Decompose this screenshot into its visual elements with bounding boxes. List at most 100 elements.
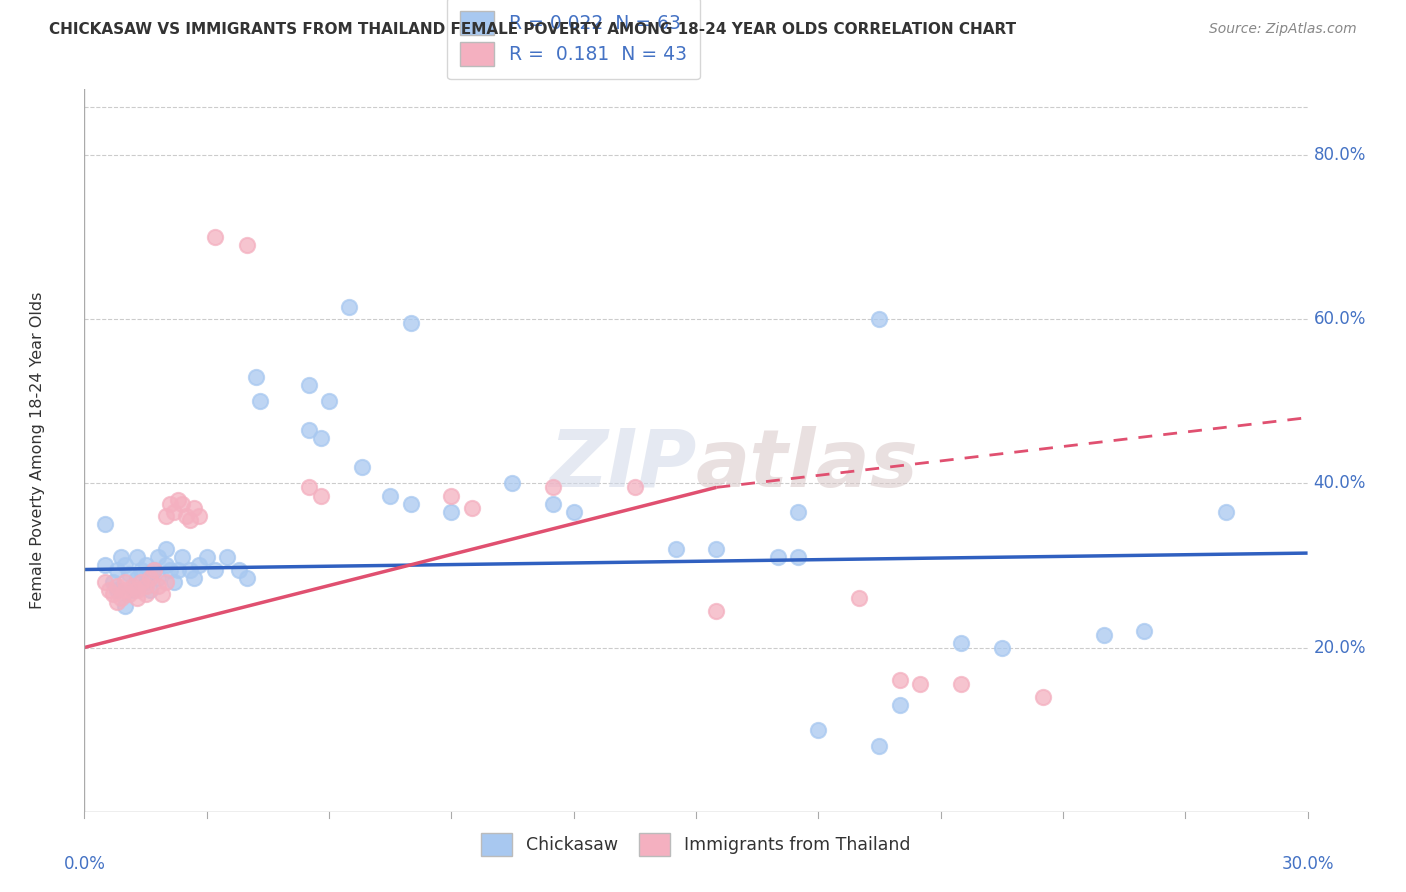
Point: [146, 571, 169, 585]
Point: [172, 497, 194, 511]
Point: [309, 489, 332, 503]
Point: [236, 571, 259, 585]
Point: [665, 541, 688, 556]
Point: [146, 550, 169, 565]
Point: [155, 509, 177, 524]
Point: [172, 550, 194, 565]
Point: [350, 459, 373, 474]
Point: [127, 571, 149, 585]
Point: [298, 480, 321, 494]
Text: Source: ZipAtlas.com: Source: ZipAtlas.com: [1209, 22, 1357, 37]
Point: [399, 316, 422, 330]
Text: 80.0%: 80.0%: [1313, 146, 1367, 164]
Point: [950, 636, 973, 650]
Point: [105, 582, 128, 597]
Point: [163, 505, 186, 519]
Point: [245, 369, 267, 384]
Point: [228, 562, 250, 576]
Point: [309, 431, 332, 445]
Point: [204, 230, 226, 244]
Point: [706, 603, 728, 617]
Point: [869, 312, 891, 326]
Text: CHICKASAW VS IMMIGRANTS FROM THAILAND FEMALE POVERTY AMONG 18-24 YEAR OLDS CORRE: CHICKASAW VS IMMIGRANTS FROM THAILAND FE…: [49, 22, 1017, 37]
Point: [195, 550, 218, 565]
Point: [204, 562, 226, 576]
Point: [122, 579, 145, 593]
Point: [127, 550, 149, 565]
Point: [93, 517, 115, 532]
Point: [159, 562, 181, 576]
Point: [114, 558, 136, 573]
Point: [543, 480, 565, 494]
Point: [624, 480, 647, 494]
Point: [93, 558, 115, 573]
Point: [167, 492, 190, 507]
Point: [135, 587, 157, 601]
Point: [298, 423, 321, 437]
Point: [183, 571, 205, 585]
Point: [122, 582, 145, 597]
Point: [1092, 628, 1115, 642]
Text: 20.0%: 20.0%: [1313, 639, 1367, 657]
Point: [118, 566, 141, 581]
Point: [146, 579, 169, 593]
Point: [150, 587, 173, 601]
Point: [187, 558, 209, 573]
Text: 30.0%: 30.0%: [1281, 855, 1334, 872]
Point: [138, 571, 160, 585]
Point: [562, 505, 585, 519]
Point: [543, 497, 565, 511]
Point: [142, 562, 165, 576]
Point: [1215, 505, 1237, 519]
Point: [889, 673, 911, 688]
Point: [1133, 624, 1156, 639]
Point: [249, 394, 271, 409]
Point: [991, 640, 1014, 655]
Point: [787, 505, 810, 519]
Point: [950, 677, 973, 691]
Point: [101, 574, 124, 589]
Text: 40.0%: 40.0%: [1313, 475, 1367, 492]
Point: [910, 677, 932, 691]
Point: [131, 574, 153, 589]
Point: [159, 497, 181, 511]
Point: [101, 587, 124, 601]
Point: [174, 509, 197, 524]
Point: [380, 489, 402, 503]
Point: [217, 550, 239, 565]
Point: [135, 579, 157, 593]
Text: 0.0%: 0.0%: [63, 855, 105, 872]
Point: [461, 500, 484, 515]
Point: [440, 505, 463, 519]
Point: [167, 562, 190, 576]
Point: [807, 723, 830, 737]
Point: [236, 238, 259, 252]
Point: [138, 582, 160, 597]
Point: [889, 698, 911, 712]
Point: [155, 541, 177, 556]
Point: [179, 513, 201, 527]
Point: [706, 541, 728, 556]
Text: atlas: atlas: [696, 425, 918, 504]
Point: [339, 300, 361, 314]
Point: [127, 591, 149, 606]
Point: [114, 599, 136, 614]
Point: [131, 562, 153, 576]
Point: [110, 550, 132, 565]
Point: [105, 595, 128, 609]
Point: [105, 579, 128, 593]
Point: [114, 582, 136, 597]
Point: [1032, 690, 1054, 704]
Point: [110, 591, 132, 606]
Point: [142, 562, 165, 576]
Point: [183, 500, 205, 515]
Point: [135, 574, 157, 589]
Point: [97, 582, 120, 597]
Point: [127, 582, 149, 597]
Point: [869, 739, 891, 753]
Text: ZIP: ZIP: [548, 425, 696, 504]
Point: [155, 558, 177, 573]
Point: [118, 587, 141, 601]
Point: [179, 562, 201, 576]
Point: [114, 574, 136, 589]
